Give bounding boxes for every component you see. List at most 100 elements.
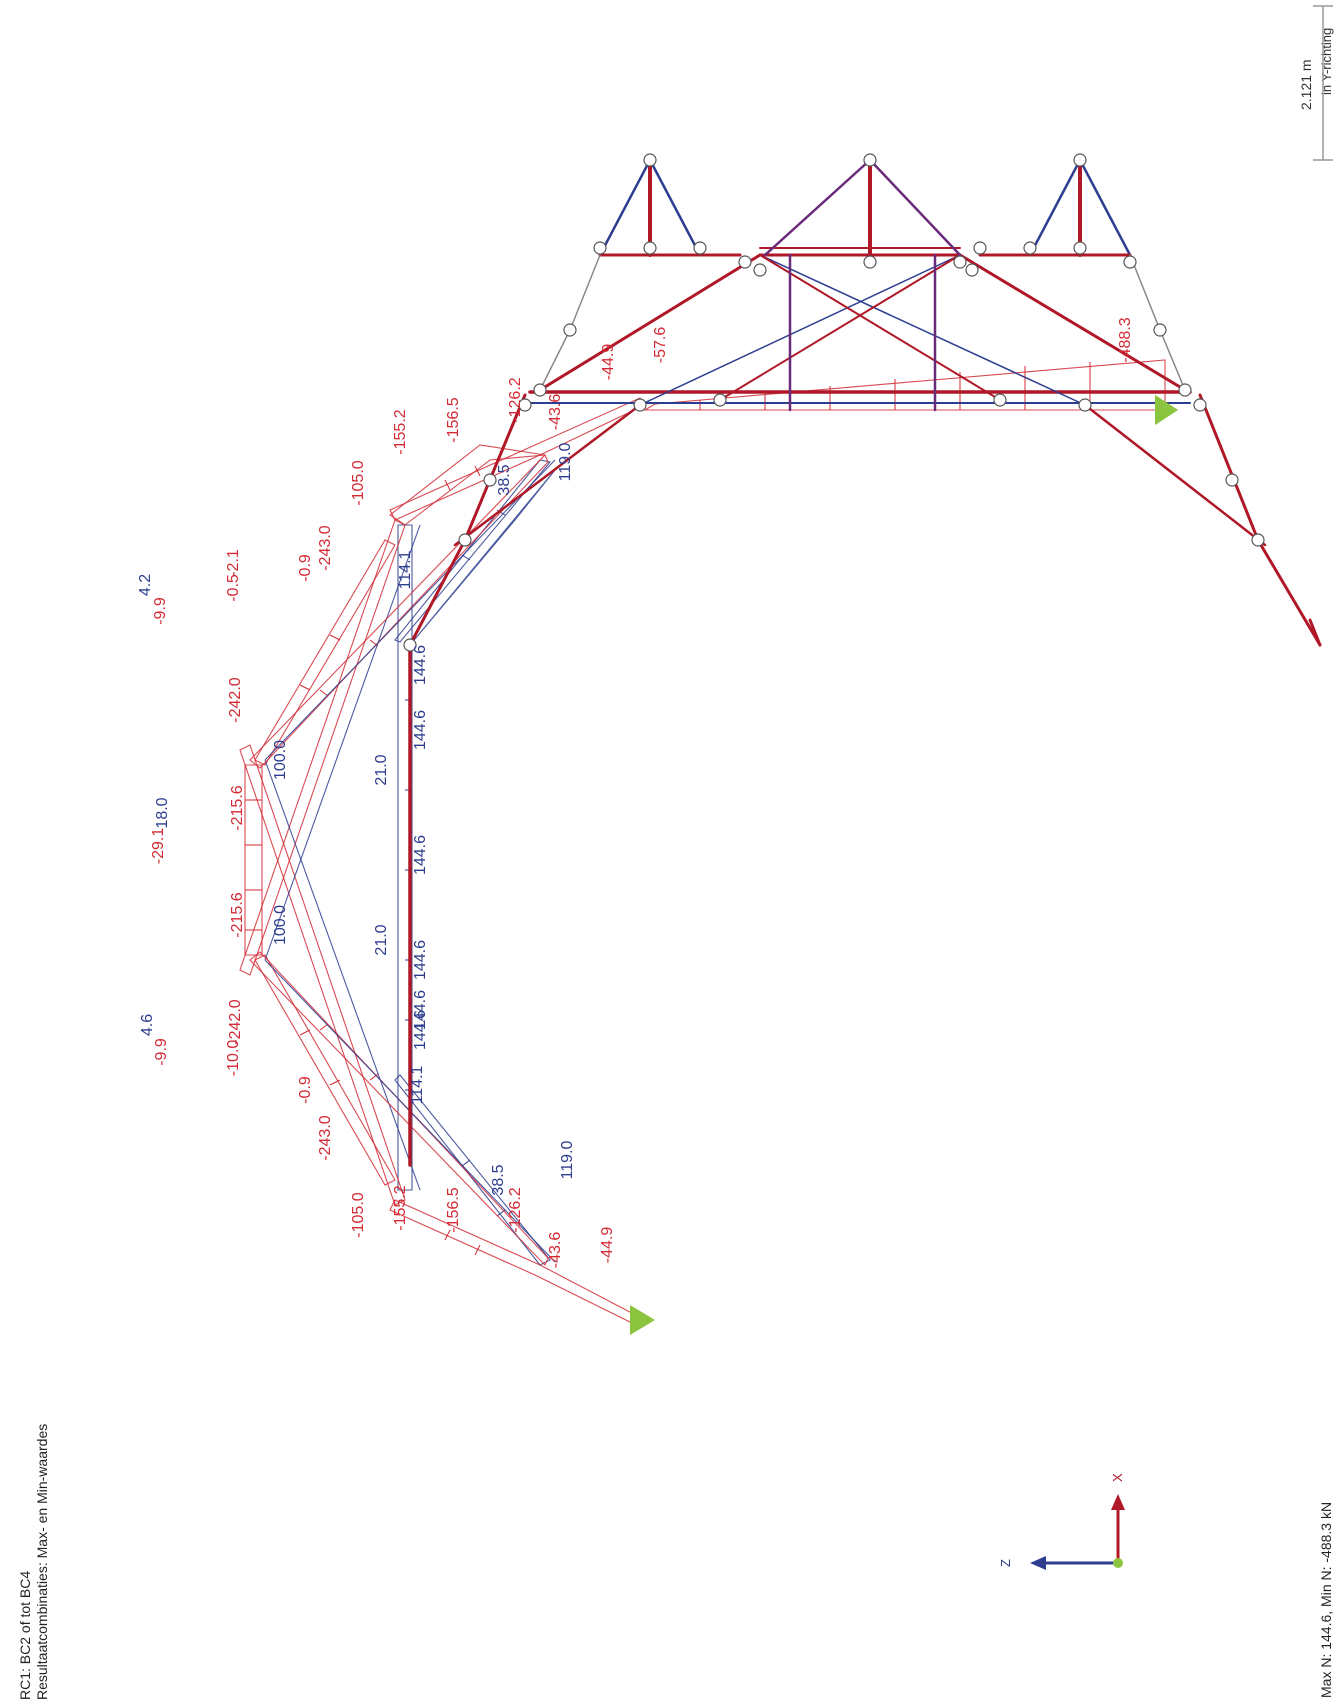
force-label: 21.0 (373, 754, 390, 785)
force-label: 114.1 (397, 550, 414, 589)
envelope-hatch (461, 1159, 471, 1167)
member (1078, 158, 1132, 257)
member (1256, 538, 1322, 647)
member (759, 254, 1086, 406)
force-label: -488.3 (1117, 317, 1134, 362)
envelope-outline (254, 954, 396, 1186)
force-label: -44.9 (599, 1227, 616, 1264)
member (408, 538, 467, 647)
force-label: 119.0 (557, 442, 574, 481)
force-label: -105.0 (350, 460, 367, 505)
node (1193, 398, 1207, 412)
member (639, 254, 961, 406)
axis-triad (1030, 1494, 1125, 1570)
member (759, 254, 1001, 401)
member (463, 393, 527, 542)
node (713, 393, 727, 407)
node (1178, 383, 1192, 397)
member (539, 329, 571, 391)
force-label: -0.9 (297, 1076, 314, 1104)
envelope-hatch (329, 634, 341, 641)
force-label: 144.6 (412, 710, 429, 750)
member (958, 253, 1187, 392)
node (1073, 153, 1087, 167)
envelope-outline (409, 469, 556, 646)
node (1023, 241, 1037, 255)
envelope-hatch (369, 1073, 379, 1081)
force-label: -9.9 (153, 1038, 170, 1066)
force-label: 100.0 (272, 740, 289, 780)
envelope-outline (264, 759, 421, 1191)
force-label: -43.6 (547, 394, 564, 431)
node (1153, 323, 1167, 337)
node (953, 255, 967, 269)
member (453, 403, 642, 547)
force-labels: -488.3 -57.6 -44.9 -43.6 -126.2 -156.5 -155.2 -… (137, 317, 1134, 1268)
scale-bar (1313, 5, 1333, 161)
node (563, 323, 577, 337)
member (1028, 158, 1082, 257)
support-right-base (1155, 395, 1178, 425)
header-title: RC1: BC2 of tot BC4 (17, 1571, 33, 1700)
force-label: 21.0 (373, 924, 390, 955)
force-label: -105.0 (350, 1192, 367, 1237)
force-label: -0.9 (297, 554, 314, 582)
node (1123, 255, 1137, 269)
envelope-hatch (329, 1079, 341, 1086)
force-label: -126.2 (507, 1187, 524, 1232)
member (1129, 254, 1161, 331)
envelope-outline (249, 454, 549, 769)
force-label: 119.0 (559, 1140, 576, 1179)
force-label: 114.1 (409, 1065, 426, 1104)
force-label: -156.5 (445, 397, 462, 442)
force-diagram-envelopes (239, 359, 1166, 1328)
member (1083, 403, 1267, 547)
node (643, 241, 657, 255)
x-axis-arrow (1111, 1494, 1125, 1510)
envelope-hatch (461, 554, 471, 561)
member (598, 158, 652, 257)
node (863, 255, 877, 269)
node (738, 255, 752, 269)
force-label: -2.1 (225, 549, 242, 577)
member (648, 158, 702, 257)
force-label: -215.6 (229, 785, 246, 830)
supports (630, 395, 1178, 1335)
member (1159, 329, 1186, 391)
envelope-outline (239, 744, 406, 1206)
envelope-outline (254, 539, 396, 766)
force-label: -57.6 (652, 327, 669, 364)
node (753, 263, 767, 277)
axis-origin (1113, 1558, 1123, 1568)
node (1225, 473, 1239, 487)
force-label: -29.1 (150, 828, 167, 865)
member (1198, 393, 1260, 542)
force-label: 144.6 (412, 940, 429, 980)
member (538, 253, 762, 392)
force-label: -10.0 (225, 1040, 242, 1077)
envelope-outline (244, 764, 263, 956)
force-label: -243.0 (317, 525, 334, 570)
force-label: -9.9 (152, 597, 169, 625)
force-label: 144.6 (412, 1010, 429, 1050)
envelope-outline (394, 459, 552, 643)
header-subtitle: Resultaatcombinaties: Max- en Min-waarde… (34, 1424, 50, 1700)
member (1308, 618, 1322, 647)
envelope-hatch (474, 465, 481, 477)
force-label: -242.0 (227, 999, 244, 1044)
force-label: -243.0 (317, 1115, 334, 1160)
envelope-hatch (444, 1229, 451, 1241)
force-label: 144.6 (412, 990, 429, 1030)
force-label: 144.6 (412, 645, 429, 685)
envelope-outline (239, 519, 406, 976)
node (403, 638, 417, 652)
envelope-outline (397, 524, 413, 1191)
force-label: -43.6 (547, 1232, 564, 1269)
node (458, 533, 472, 547)
member (569, 254, 601, 331)
node (518, 398, 532, 412)
envelope-outline (264, 524, 421, 961)
node (993, 393, 1007, 407)
envelope-hatch (299, 684, 311, 691)
node (633, 398, 647, 412)
